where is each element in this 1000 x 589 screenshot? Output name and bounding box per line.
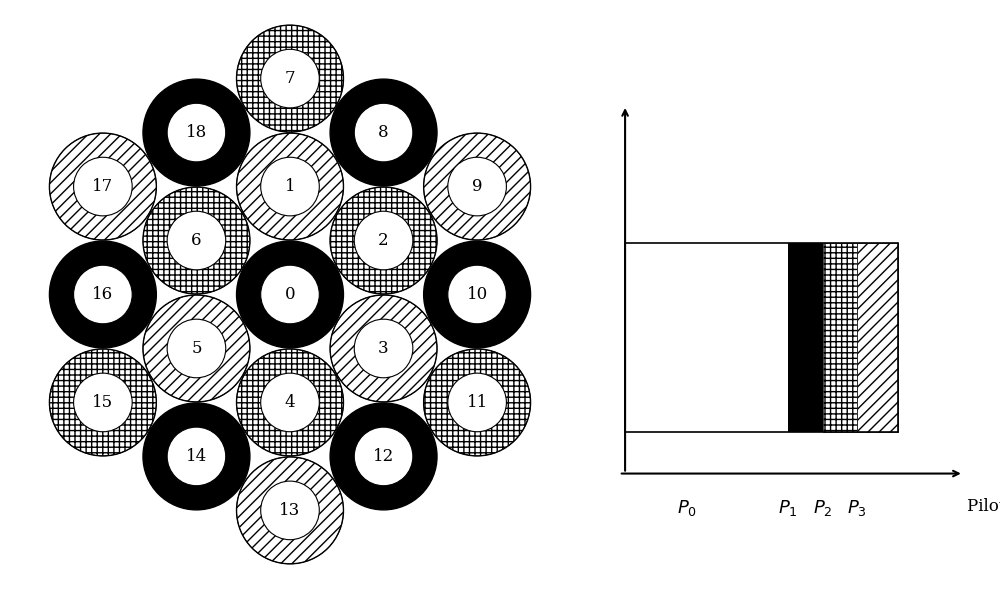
Circle shape [354, 211, 413, 270]
Circle shape [143, 403, 250, 510]
Text: 11: 11 [466, 394, 488, 411]
Circle shape [74, 157, 132, 216]
Circle shape [448, 265, 506, 324]
Circle shape [167, 103, 226, 162]
Circle shape [74, 265, 132, 324]
Text: $P_0$: $P_0$ [677, 498, 697, 518]
Text: 6: 6 [191, 232, 202, 249]
Bar [625, 243, 788, 432]
Text: $P_3$: $P_3$ [847, 498, 867, 518]
Circle shape [261, 373, 319, 432]
Circle shape [330, 295, 437, 402]
Circle shape [261, 49, 319, 108]
Circle shape [237, 133, 343, 240]
Text: $P_2$: $P_2$ [813, 498, 832, 518]
Circle shape [330, 403, 437, 510]
Text: 1: 1 [285, 178, 295, 195]
Text: 4: 4 [285, 394, 295, 411]
Circle shape [330, 187, 437, 294]
Circle shape [167, 427, 226, 486]
Circle shape [424, 241, 531, 348]
Text: $P_1$: $P_1$ [778, 498, 798, 518]
Circle shape [261, 157, 319, 216]
Text: 10: 10 [466, 286, 488, 303]
Text: 14: 14 [186, 448, 207, 465]
Circle shape [354, 319, 413, 378]
Text: 12: 12 [373, 448, 394, 465]
Circle shape [49, 349, 156, 456]
Circle shape [330, 79, 437, 186]
Circle shape [74, 373, 132, 432]
Text: 7: 7 [285, 70, 295, 87]
Circle shape [143, 295, 250, 402]
Bar [788, 243, 823, 432]
Circle shape [167, 319, 226, 378]
Text: 9: 9 [472, 178, 482, 195]
Text: 16: 16 [92, 286, 113, 303]
Circle shape [354, 103, 413, 162]
Text: 2: 2 [378, 232, 389, 249]
Text: 13: 13 [279, 502, 301, 519]
Circle shape [237, 349, 343, 456]
Circle shape [237, 457, 343, 564]
Text: 0: 0 [285, 286, 295, 303]
Text: 8: 8 [378, 124, 389, 141]
Circle shape [143, 187, 250, 294]
Circle shape [167, 211, 226, 270]
Text: Pilots Index: Pilots Index [967, 498, 1000, 515]
Circle shape [424, 349, 531, 456]
Text: 3: 3 [378, 340, 389, 357]
Circle shape [354, 427, 413, 486]
Circle shape [424, 133, 531, 240]
Text: 17: 17 [92, 178, 114, 195]
Bar [857, 243, 898, 432]
Circle shape [237, 25, 343, 132]
Circle shape [49, 241, 156, 348]
Text: 18: 18 [186, 124, 207, 141]
Text: 5: 5 [191, 340, 202, 357]
Circle shape [49, 133, 156, 240]
Circle shape [237, 241, 343, 348]
Circle shape [261, 481, 319, 540]
Text: 15: 15 [92, 394, 113, 411]
Circle shape [261, 265, 319, 324]
Circle shape [448, 373, 506, 432]
Bar [823, 243, 857, 432]
Circle shape [143, 79, 250, 186]
Circle shape [448, 157, 506, 216]
Bar [625, 243, 898, 432]
